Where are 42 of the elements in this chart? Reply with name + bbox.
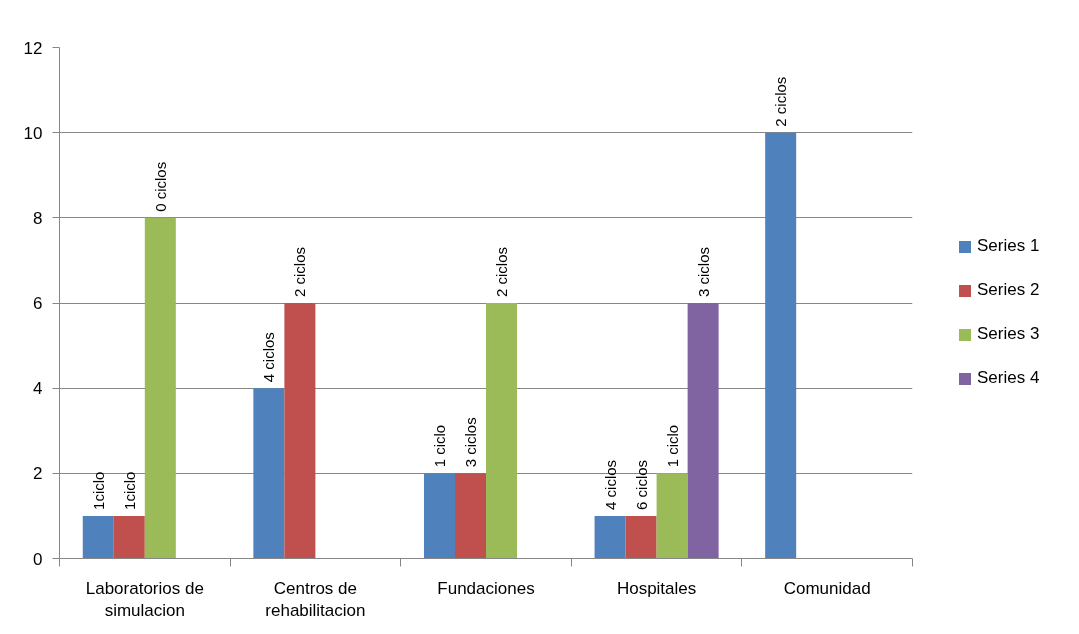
annotation: 6 ciclos	[632, 459, 650, 510]
annotation: 3 ciclos	[461, 417, 479, 468]
bar	[284, 303, 316, 559]
annotation: 1ciclo	[120, 471, 138, 510]
bar	[454, 473, 486, 559]
annotation: 2 ciclos	[493, 246, 511, 297]
y-tick-label: 4	[33, 379, 43, 399]
bar	[113, 515, 145, 559]
bar	[144, 217, 176, 559]
annotation: 4 ciclos	[601, 459, 619, 510]
y-tick-label: 12	[23, 38, 43, 58]
bar	[486, 303, 518, 559]
annotation: 1 ciclo	[430, 424, 448, 468]
y-tick-label: 8	[33, 208, 43, 228]
y-tick-label: 2	[33, 464, 43, 484]
bar	[656, 473, 688, 559]
legend-label: Series 1	[977, 236, 1040, 256]
x-tick-label: Hospitales	[616, 578, 697, 598]
bar	[765, 132, 797, 559]
bar	[82, 515, 114, 559]
annotation: 3 ciclos	[694, 246, 712, 297]
legend-label: Series 4	[977, 368, 1040, 388]
annotation: 4 ciclos	[260, 332, 278, 383]
bar	[253, 388, 285, 559]
x-tick-label: Comunidad	[783, 578, 871, 598]
legend-label: Series 2	[977, 280, 1040, 300]
x-tick-label: Centros de rehabilitacion	[265, 578, 366, 621]
y-tick-label: 6	[33, 294, 43, 313]
annotation: 2 ciclos	[291, 246, 309, 297]
annotation: 0 ciclos	[151, 161, 169, 212]
annotation: 1ciclo	[89, 471, 107, 510]
annotation: 2 ciclos	[772, 76, 790, 127]
x-tick-label: Fundaciones	[437, 578, 535, 598]
bar	[423, 473, 455, 559]
annotation: 1 ciclo	[663, 424, 681, 468]
x-tick-label: Laboratorios de simulacion	[85, 578, 204, 621]
y-tick-label: 10	[23, 123, 43, 143]
bar	[687, 303, 719, 559]
legend-label: Series 3	[977, 324, 1040, 344]
bar	[625, 515, 657, 559]
bar	[594, 515, 626, 559]
y-tick-label: 0	[33, 549, 43, 569]
